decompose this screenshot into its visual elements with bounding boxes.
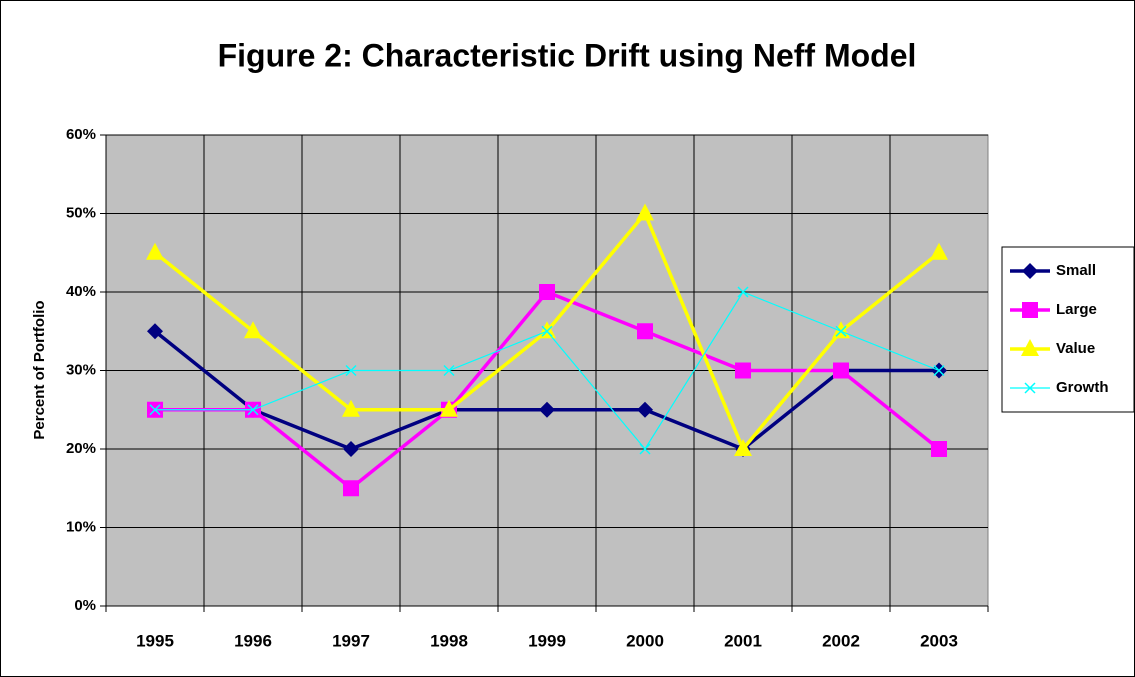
data-point	[930, 242, 948, 260]
data-point	[539, 401, 555, 418]
x-tick-label: 1997	[332, 631, 370, 650]
data-point	[244, 321, 262, 339]
legend-box	[1001, 246, 1135, 413]
data-point	[636, 203, 654, 221]
y-axis-title: Percent of Portfolio	[31, 300, 48, 439]
data-point	[931, 441, 947, 457]
data-point	[342, 399, 360, 417]
data-point	[443, 364, 455, 377]
data-point	[639, 443, 651, 455]
x-tick-label: 2002	[822, 631, 860, 650]
data-point	[538, 321, 556, 339]
data-point	[541, 325, 553, 337]
data-point	[735, 362, 751, 379]
chart-title: Figure 2: Characteristic Drift using Nef…	[218, 37, 917, 73]
legend-marker	[1024, 382, 1036, 394]
legend-marker	[1022, 302, 1038, 318]
data-point	[637, 401, 653, 418]
data-point	[835, 325, 847, 337]
x-tick-label: 1995	[136, 631, 174, 650]
x-tick-label: 1999	[528, 631, 566, 650]
data-point	[734, 439, 752, 456]
data-point	[440, 399, 458, 417]
legend-label: Value	[1056, 340, 1095, 357]
data-point	[146, 242, 164, 260]
x-tick-label: 1998	[430, 631, 468, 650]
legend-marker	[1021, 339, 1039, 356]
y-tick-label: 40%	[66, 283, 96, 300]
legend-label: Large	[1056, 301, 1097, 318]
data-point	[147, 323, 163, 340]
legend-label: Small	[1056, 262, 1096, 279]
data-point	[343, 441, 359, 457]
legend-label: Growth	[1056, 379, 1109, 396]
data-point	[737, 286, 749, 298]
y-tick-label: 30%	[66, 361, 96, 378]
data-point	[345, 364, 357, 377]
data-point	[833, 362, 849, 379]
data-point	[637, 323, 653, 340]
y-tick-label: 0%	[74, 597, 96, 614]
y-tick-label: 50%	[66, 204, 96, 221]
y-tick-label: 20%	[66, 440, 96, 457]
x-tick-label: 2000	[626, 631, 664, 650]
data-point	[149, 404, 161, 416]
data-point	[343, 480, 359, 497]
data-point	[933, 364, 945, 377]
x-tick-label: 2003	[920, 631, 958, 650]
data-point	[832, 321, 850, 339]
data-point	[539, 284, 555, 300]
y-tick-label: 10%	[66, 518, 96, 535]
x-tick-label: 1996	[234, 631, 272, 650]
x-tick-label: 2001	[724, 631, 762, 650]
y-tick-label: 60%	[66, 126, 96, 143]
data-point	[247, 404, 259, 416]
legend-marker	[1022, 263, 1038, 279]
